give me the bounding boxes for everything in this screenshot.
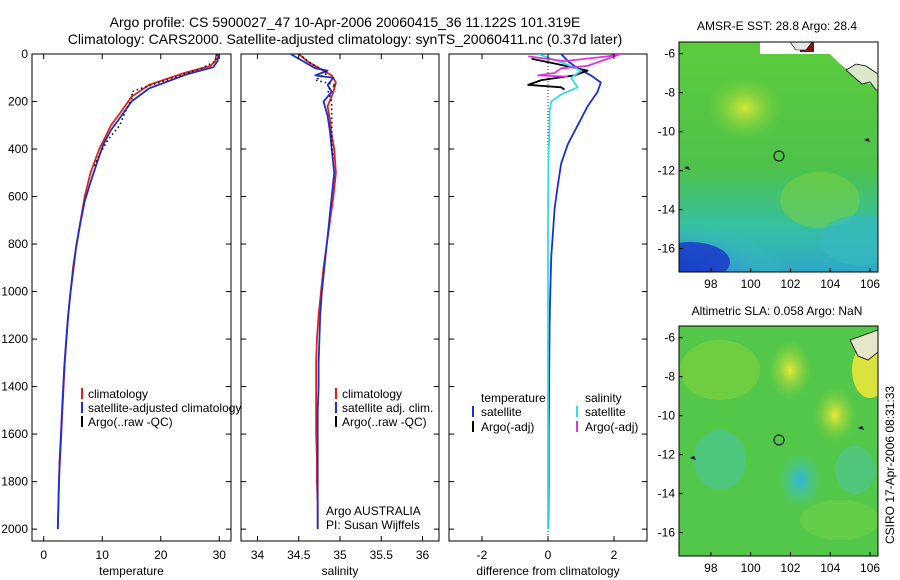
temperature-ytick-label: 2000	[1, 522, 28, 536]
temperature-series-argo-raw-qc-	[92, 54, 218, 169]
temperature-ytick-label: 1000	[1, 285, 28, 299]
credit-stamp: CSIRO 17-Apr-2006 08:31:33	[883, 386, 897, 544]
temperature-ytick-label: 1600	[1, 427, 28, 441]
temperature-plot-frame	[31, 53, 232, 542]
salinity-xtick-label: 36	[416, 548, 430, 562]
temperature-ytick-label: 1400	[1, 380, 28, 394]
salinity-plot-frame	[240, 53, 440, 542]
sla-argo-location-marker	[773, 434, 785, 446]
sla-map-panel: Altimetric SLA: 0.058 Argo: NaN 98 100 102…	[658, 304, 881, 575]
difference-series-salinity-argo-adj-	[528, 54, 622, 78]
sst-map-panel: AMSR-E SST: 28.8 Argo: 28.4 98 100 102 104 1…	[658, 19, 881, 291]
temperature-ytick-label: 400	[8, 142, 28, 156]
sla-map-frame	[678, 325, 879, 557]
sla-map-ytick-label: -10	[658, 409, 676, 423]
sla-map-ytick-label: -6	[664, 331, 675, 345]
difference-legend-heading: salinity	[585, 391, 622, 405]
sst-map-ytick-label: -8	[664, 86, 675, 100]
sst-map-title: AMSR-E SST: 28.8 Argo: 28.4	[697, 19, 857, 33]
salinity-panel: 34 34.5 35 35.5 36 salinity climatologysatelli…	[240, 53, 440, 578]
temperature-ytick-label: 800	[8, 237, 28, 251]
sst-map-ytick-label: -14	[658, 203, 676, 217]
difference-legend-entry: satellite	[585, 405, 626, 419]
temperature-legend-entry: satellite-adjusted climatology	[88, 401, 241, 415]
difference-panel: -2 0 2 difference from climatology temperatu…	[448, 53, 648, 578]
salinity-annotation: Argo AUSTRALIA	[326, 504, 421, 518]
sst-map-xtick-label: 102	[780, 277, 800, 291]
salinity-xtick-label: 34.5	[287, 548, 311, 562]
sst-map-xtick-label: 104	[820, 277, 840, 291]
temperature-legend-entry: climatology	[88, 387, 148, 401]
temperature-series-satellite-adjusted-climatology	[56, 54, 220, 530]
temperature-ytick-label: 600	[8, 190, 28, 204]
salinity-series-satellite-adj-clim-	[290, 54, 336, 530]
temperature-panel: 0 10 20 30 0 200 400 600 800 1000 1200 1400 1600 1800…	[1, 47, 241, 578]
sst-map-frame	[678, 41, 879, 273]
difference-legend-heading: temperature	[481, 391, 546, 405]
salinity-legend-entry: climatology	[342, 387, 402, 401]
temperature-xtick-label: 20	[154, 548, 168, 562]
temperature-xtick-label: 10	[96, 548, 110, 562]
difference-xtick-label: 0	[545, 548, 552, 562]
difference-xlabel: difference from climatology	[476, 564, 619, 578]
temperature-legend-entry: Argo(..raw -QC)	[88, 415, 173, 429]
sst-map-ytick-label: -16	[658, 242, 676, 256]
difference-series-temperature-argo-adj-	[527, 57, 589, 91]
sla-map-ytick-label: -16	[658, 526, 676, 540]
sla-map-ytick-label: -8	[664, 370, 675, 384]
salinity-legend-entry: Argo(..raw -QC)	[342, 415, 427, 429]
difference-legend-entry: satellite	[481, 405, 522, 419]
temperature-ytick-label: 200	[8, 95, 28, 109]
temperature-ytick-label: 0	[21, 47, 28, 61]
difference-series-salinity-satellite	[537, 54, 582, 530]
temperature-ytick-label: 1800	[1, 475, 28, 489]
sst-map-ytick-label: -12	[658, 164, 676, 178]
sla-map-ytick-label: -12	[658, 448, 676, 462]
salinity-annotation: PI: Susan Wijffels	[326, 518, 420, 532]
difference-xtick-label: 2	[611, 548, 618, 562]
sla-heatmap	[679, 326, 878, 556]
salinity-xtick-label: 34	[251, 548, 265, 562]
figure-subtitle: Climatology: CARS2000. Satellite-adjuste…	[68, 31, 623, 47]
sla-map-xtick-label: 98	[704, 561, 718, 575]
sla-map-title: Altimetric SLA: 0.058 Argo: NaN	[692, 304, 863, 318]
sst-axes: 98 100 102 104 106 -6 -8 -10 -12 -14 -16	[658, 47, 881, 291]
salinity-legend-entry: satellite adj. clim.	[342, 401, 433, 415]
temperature-ytick-label: 1200	[1, 332, 28, 346]
temperature-xtick-label: 0	[40, 548, 47, 562]
sst-map-xtick-label: 100	[741, 277, 761, 291]
sst-map-xtick-label: 98	[704, 277, 718, 291]
sla-map-xtick-label: 100	[741, 561, 761, 575]
difference-legend-entry: Argo(-adj)	[585, 420, 638, 434]
sla-map-xtick-label: 104	[820, 561, 840, 575]
sst-map-ytick-label: -10	[658, 125, 676, 139]
sst-argo-location-marker	[773, 150, 785, 162]
sla-map-xtick-label: 106	[860, 561, 880, 575]
sla-axes: 98 100 102 104 106 -6 -8 -10 -12 -14 -16	[658, 331, 881, 575]
salinity-xtick-label: 35	[333, 548, 347, 562]
temperature-xlabel: temperature	[99, 564, 164, 578]
figure-title: Argo profile: CS 5900027_47 10-Apr-2006 …	[110, 14, 581, 30]
sst-map-ytick-label: -6	[664, 47, 675, 61]
difference-legend-entry: Argo(-adj)	[481, 420, 534, 434]
sst-heatmap	[679, 42, 878, 272]
sst-map-xtick-label: 106	[860, 277, 880, 291]
salinity-xlabel: salinity	[322, 564, 359, 578]
salinity-xtick-label: 35.5	[370, 548, 394, 562]
difference-series-temperature-satellite	[547, 54, 602, 530]
temperature-xtick-label: 30	[213, 548, 227, 562]
difference-xtick-label: -2	[477, 548, 488, 562]
sla-map-ytick-label: -14	[658, 487, 676, 501]
sla-map-xtick-label: 102	[780, 561, 800, 575]
